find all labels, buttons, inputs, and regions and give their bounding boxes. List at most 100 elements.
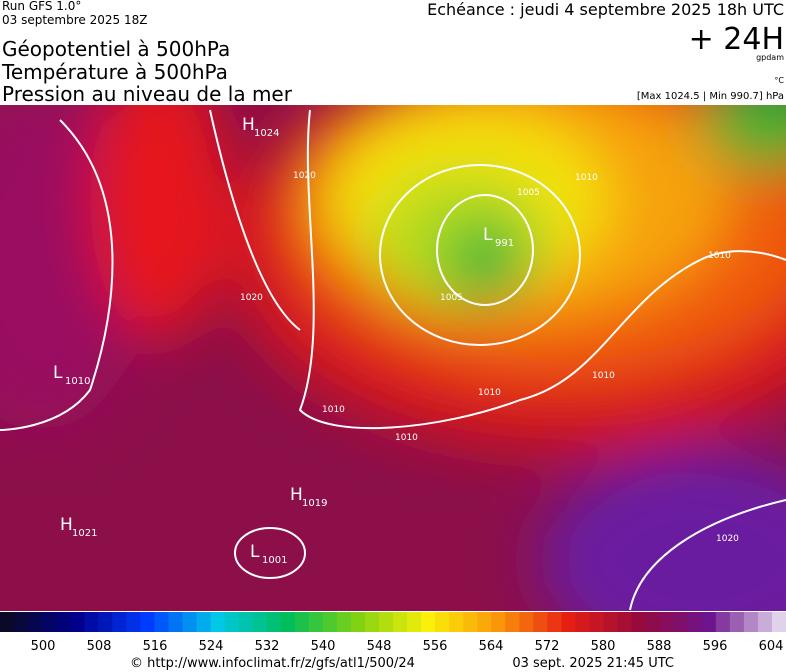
color-swatch (603, 612, 619, 632)
center-value: 1010 (65, 376, 90, 387)
pressure-range: [Max 1024.5 | Min 990.7] hPa (637, 91, 784, 102)
color-swatch (280, 612, 296, 632)
color-swatch (715, 612, 731, 632)
run-date: 03 septembre 2025 18Z (2, 13, 147, 27)
footer-url: © http://www.infoclimat.fr/z/gfs/atl1/50… (130, 656, 415, 671)
isobar-label: 1005 (517, 188, 540, 198)
color-swatch (673, 612, 689, 632)
color-swatch (266, 612, 282, 632)
color-swatch (589, 612, 605, 632)
color-swatch (687, 612, 703, 632)
color-swatch (140, 612, 155, 632)
color-swatch (168, 612, 183, 632)
color-swatch (743, 612, 759, 632)
unit: °C (774, 76, 784, 85)
colorbar-label: 556 (423, 639, 448, 654)
center-letter: H (242, 115, 255, 135)
colorbar-label: 548 (367, 639, 392, 654)
map (0, 105, 786, 611)
lead-time: + 24H (689, 22, 784, 57)
center-letter: H (60, 515, 73, 535)
color-swatch (701, 612, 717, 632)
isobars (0, 109, 786, 611)
colorbar-label: 580 (591, 639, 616, 654)
center-letter: L (250, 542, 260, 562)
echeance: Echéance : jeudi 4 septembre 2025 18h UT… (427, 0, 784, 19)
color-swatch (393, 612, 408, 632)
color-swatch (210, 612, 226, 632)
color-swatch (42, 612, 57, 632)
center-value: 1001 (262, 555, 287, 566)
colorbar (0, 612, 786, 632)
color-swatch (322, 612, 338, 632)
center-value: 1021 (72, 528, 97, 539)
colorbar-label: 524 (199, 639, 224, 654)
run: Run GFS 1.0° (2, 0, 81, 13)
colorbar-label: 572 (535, 639, 560, 654)
color-swatch (435, 612, 450, 632)
color-swatch (252, 612, 268, 632)
center-letter: L (483, 225, 493, 245)
colorbar-label: 596 (703, 639, 728, 654)
color-swatch (533, 612, 548, 632)
color-swatch (56, 612, 71, 632)
isobar-label: 1010 (322, 405, 345, 415)
color-swatch (196, 612, 212, 632)
color-swatch (645, 612, 661, 632)
colorbar-label: 516 (143, 639, 168, 654)
color-swatch (575, 612, 590, 632)
color-swatch (463, 612, 478, 632)
center-value: 1024 (254, 128, 279, 139)
title: Géopotentiel à 500hPa (2, 37, 230, 61)
color-swatch (112, 612, 127, 632)
color-swatch (561, 612, 576, 632)
color-swatch (294, 612, 310, 632)
footer-time: 03 sept. 2025 21:45 UTC (512, 656, 674, 671)
colorbar-label: 588 (647, 639, 672, 654)
color-swatch (631, 612, 647, 632)
isobar-label: 1010 (575, 173, 598, 183)
isobar-label: 1005 (440, 293, 463, 303)
color-swatch (407, 612, 422, 632)
title: Pression au niveau de la mer (2, 82, 293, 106)
color-swatch (449, 612, 464, 632)
color-swatch (378, 612, 394, 632)
color-swatch (547, 612, 562, 632)
colorbar-label: 532 (255, 639, 280, 654)
color-swatch (14, 612, 29, 632)
colorbar-label: 564 (479, 639, 504, 654)
color-swatch (350, 612, 366, 632)
isobar-label: 1020 (716, 534, 739, 544)
color-swatch (224, 612, 240, 632)
color-swatch (771, 612, 786, 632)
color-swatch (98, 612, 113, 632)
color-swatch (477, 612, 492, 632)
isobar-label: 1010 (592, 371, 615, 381)
isobar-label: 1020 (293, 171, 316, 181)
title: Température à 500hPa (1, 60, 228, 84)
center-value: 1019 (302, 498, 327, 509)
color-swatch (505, 612, 520, 632)
color-swatch (336, 612, 352, 632)
color-swatch (182, 612, 197, 632)
color-swatch (491, 612, 506, 632)
color-swatch (84, 612, 99, 632)
unit: gpdam (756, 53, 784, 62)
colorbar-label: 500 (31, 639, 56, 654)
color-swatch (421, 612, 436, 632)
color-swatch (729, 612, 745, 632)
center-letter: L (53, 363, 63, 383)
color-swatch (154, 612, 169, 632)
center-letter: H (290, 485, 303, 505)
color-swatch (757, 612, 773, 632)
isobar-label: 1010 (708, 251, 731, 261)
color-swatch (28, 612, 43, 632)
isobar-label: 1010 (395, 433, 418, 443)
color-swatch (659, 612, 675, 632)
colorbar-label: 508 (87, 639, 112, 654)
colorbar-label: 604 (759, 639, 784, 654)
color-swatch (308, 612, 324, 632)
color-swatch (126, 612, 141, 632)
color-swatch (519, 612, 534, 632)
color-swatch (0, 612, 15, 632)
